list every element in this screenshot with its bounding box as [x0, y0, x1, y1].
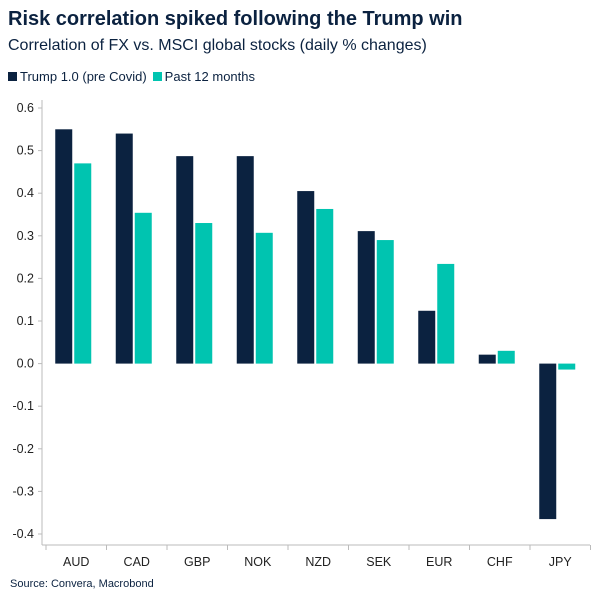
legend-swatch — [8, 72, 17, 81]
bar-gbp-series0 — [176, 156, 194, 364]
x-tick-label: CAD — [124, 555, 150, 569]
y-tick-label: -0.1 — [12, 399, 34, 413]
x-tick-label: JPY — [549, 555, 573, 569]
y-tick-label: 0.0 — [17, 357, 34, 371]
y-tick-label: 0.6 — [17, 101, 34, 115]
x-tick-label: SEK — [366, 555, 392, 569]
legend-swatch — [152, 72, 162, 81]
bar-sek-series1 — [376, 240, 394, 364]
bar-aud-series0 — [55, 129, 73, 364]
y-tick-label: 0.4 — [17, 186, 34, 200]
y-tick-label: -0.2 — [12, 442, 34, 456]
y-tick-label: 0.3 — [17, 229, 34, 243]
bar-eur-series1 — [437, 263, 455, 364]
bar-cad-series1 — [134, 212, 152, 364]
x-tick-label: AUD — [63, 555, 89, 569]
bar-chf-series1 — [497, 350, 515, 364]
x-tick-label: NZD — [305, 555, 331, 569]
bar-nzd-series0 — [297, 191, 315, 364]
legend-label: Past 12 months — [164, 69, 255, 84]
chart-subtitle: Correlation of FX vs. MSCI global stocks… — [8, 37, 427, 54]
y-tick-label: 0.2 — [17, 271, 34, 285]
y-tick-label: 0.5 — [17, 144, 34, 158]
x-tick-label: CHF — [487, 555, 513, 569]
legend: Trump 1.0 (pre Covid) Past 12 months — [8, 69, 255, 84]
bar-gbp-series1 — [195, 223, 213, 364]
source-note: Source: Convera, Macrobond — [10, 578, 154, 590]
x-tick-label: NOK — [244, 555, 272, 569]
y-tick-label: 0.1 — [17, 314, 34, 328]
legend-item-past12: Past 12 months — [152, 69, 255, 84]
y-tick-label: -0.3 — [12, 484, 34, 498]
bar-aud-series1 — [74, 163, 92, 364]
x-tick-label: EUR — [426, 555, 452, 569]
bar-nok-series1 — [255, 232, 273, 364]
bar-nok-series0 — [236, 156, 254, 364]
bar-nzd-series1 — [316, 208, 334, 364]
bar-eur-series0 — [418, 310, 436, 364]
y-tick-label: -0.4 — [12, 527, 34, 541]
bar-sek-series0 — [357, 231, 375, 364]
bar-chf-series0 — [478, 354, 496, 364]
legend-item-trump: Trump 1.0 (pre Covid) — [8, 69, 147, 84]
legend-label: Trump 1.0 (pre Covid) — [20, 69, 147, 84]
chart-title: Risk correlation spiked following the Tr… — [8, 8, 463, 30]
bar-jpy-series0 — [539, 363, 557, 520]
bar-jpy-series1 — [558, 363, 576, 370]
bar-cad-series0 — [115, 133, 133, 364]
x-tick-label: GBP — [184, 555, 210, 569]
